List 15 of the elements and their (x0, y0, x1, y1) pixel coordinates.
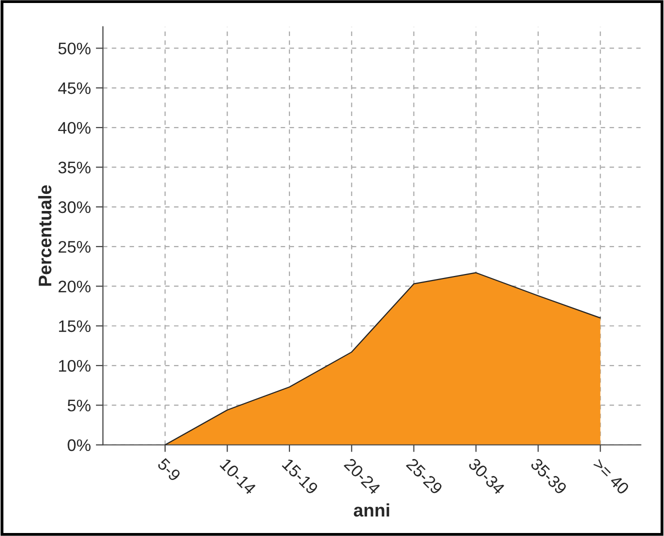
x-tick-label: >= 40 (592, 458, 630, 496)
y-tick-label: 30% (58, 201, 91, 214)
y-axis-title: Percentuale (38, 185, 52, 286)
x-tick-label: 5-9 (156, 457, 182, 482)
y-tick-label: 5% (68, 400, 91, 412)
y-tick-label: 35% (58, 162, 91, 174)
y-tick-label: 0% (68, 439, 91, 452)
y-tick-label: 15% (59, 320, 91, 332)
y-tick-label: 25% (58, 240, 91, 253)
y-tick-label: 50% (58, 42, 91, 54)
y-tick-label: 20% (58, 280, 91, 292)
y-tick-label: 10% (59, 360, 91, 372)
y-tick-label: 45% (58, 82, 91, 94)
x-axis-title: anni (354, 503, 390, 517)
y-tick-label: 40% (58, 122, 91, 134)
